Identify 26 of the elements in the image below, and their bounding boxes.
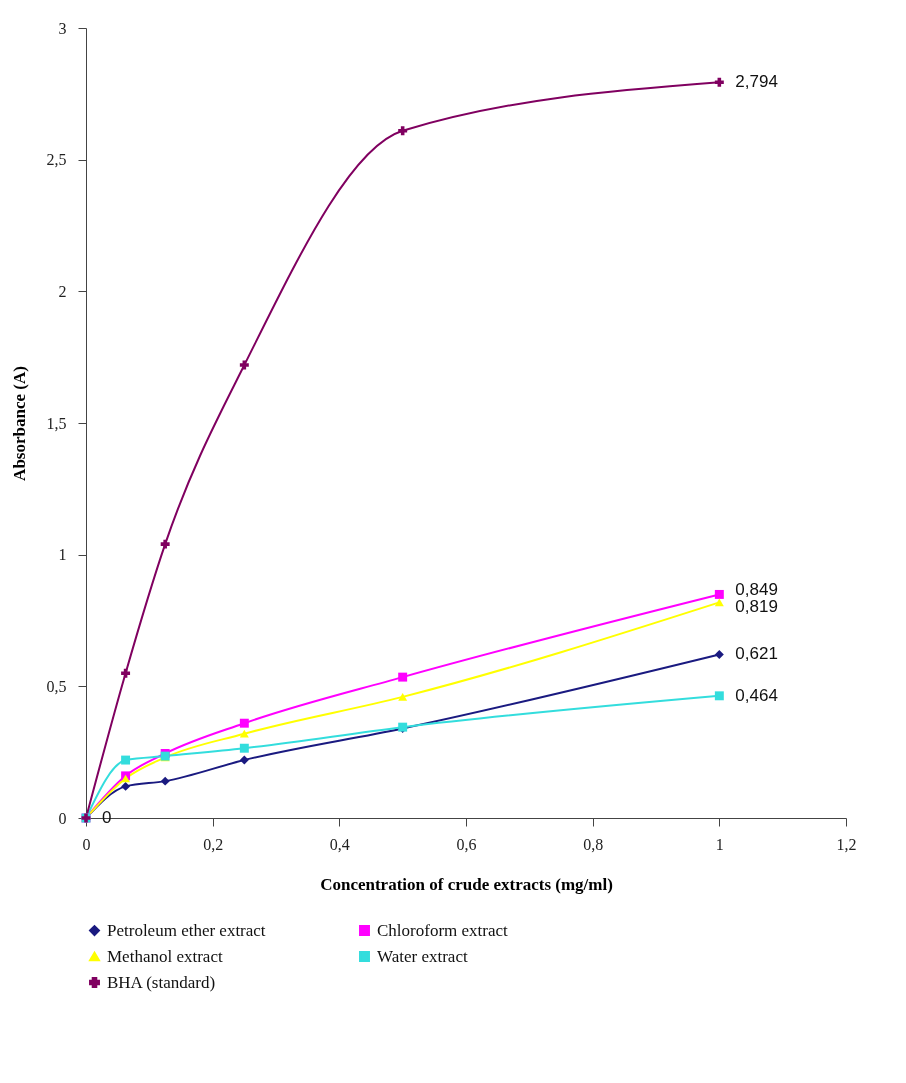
y-tick-label: 2 [58, 282, 67, 300]
data-label: 0,464 [735, 685, 778, 705]
data-label: 0,819 [735, 596, 778, 616]
y-tick-label: 1 [58, 546, 67, 564]
y-tick-label: 0 [58, 809, 67, 827]
x-tick-label: 1,2 [836, 835, 857, 853]
x-tick-label: 0,6 [456, 835, 477, 853]
legend-label: Petroleum ether extract [107, 920, 266, 940]
y-axis-title: Absorbance (A) [9, 366, 29, 481]
legend-label: Methanol extract [107, 946, 223, 966]
x-tick-label: 0 [82, 835, 91, 853]
y-tick-label: 1,5 [46, 414, 67, 432]
x-tick-label: 0,8 [583, 835, 604, 853]
y-tick-label: 2,5 [46, 151, 67, 169]
legend-label: Chloroform extract [377, 920, 509, 940]
y-tick-label: 0,5 [46, 677, 67, 695]
x-axis-title: Concentration of crude extracts (mg/ml) [320, 874, 613, 894]
x-tick-label: 0,4 [329, 835, 350, 853]
data-label: 0,621 [735, 644, 778, 664]
data-label: 2,794 [735, 72, 778, 92]
x-tick-label: 1 [715, 835, 724, 853]
y-tick-label: 3 [58, 19, 67, 37]
legend-label: BHA (standard) [107, 972, 216, 992]
data-label: 0,849 [735, 579, 778, 599]
x-tick-label: 0,2 [203, 835, 224, 853]
legend-label: Water extract [377, 946, 468, 966]
